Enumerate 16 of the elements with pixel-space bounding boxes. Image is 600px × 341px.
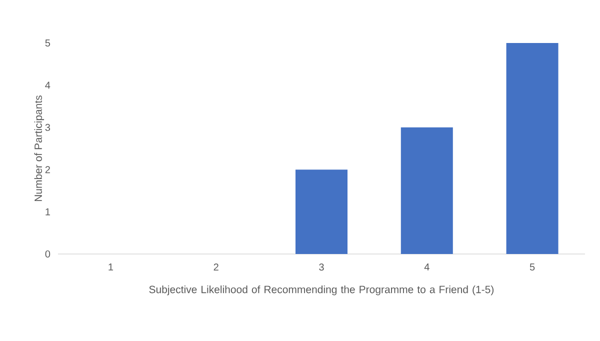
x-tick-label: 2 [214, 264, 218, 271]
y-tick-label: 2 [45, 166, 50, 174]
y-tick-label: 5 [45, 40, 50, 46]
y-axis-title: Number of Participants [34, 96, 44, 202]
bar [296, 170, 348, 254]
y-tick-label: 1 [46, 208, 50, 216]
x-axis-title: Subjective Likelihood of Recommending the Programme to a Friend (1-5) [149, 285, 494, 296]
bar [400, 127, 453, 254]
y-tick-label: 4 [45, 82, 50, 89]
x-tick-label: 3 [319, 264, 324, 271]
y-tick-label: 3 [45, 124, 50, 131]
x-tick-label: 5 [530, 264, 535, 271]
bar [506, 43, 558, 254]
y-tick-label: 0 [45, 250, 50, 258]
x-tick-label: 1 [108, 264, 114, 270]
x-tick-label: 4 [424, 264, 430, 270]
